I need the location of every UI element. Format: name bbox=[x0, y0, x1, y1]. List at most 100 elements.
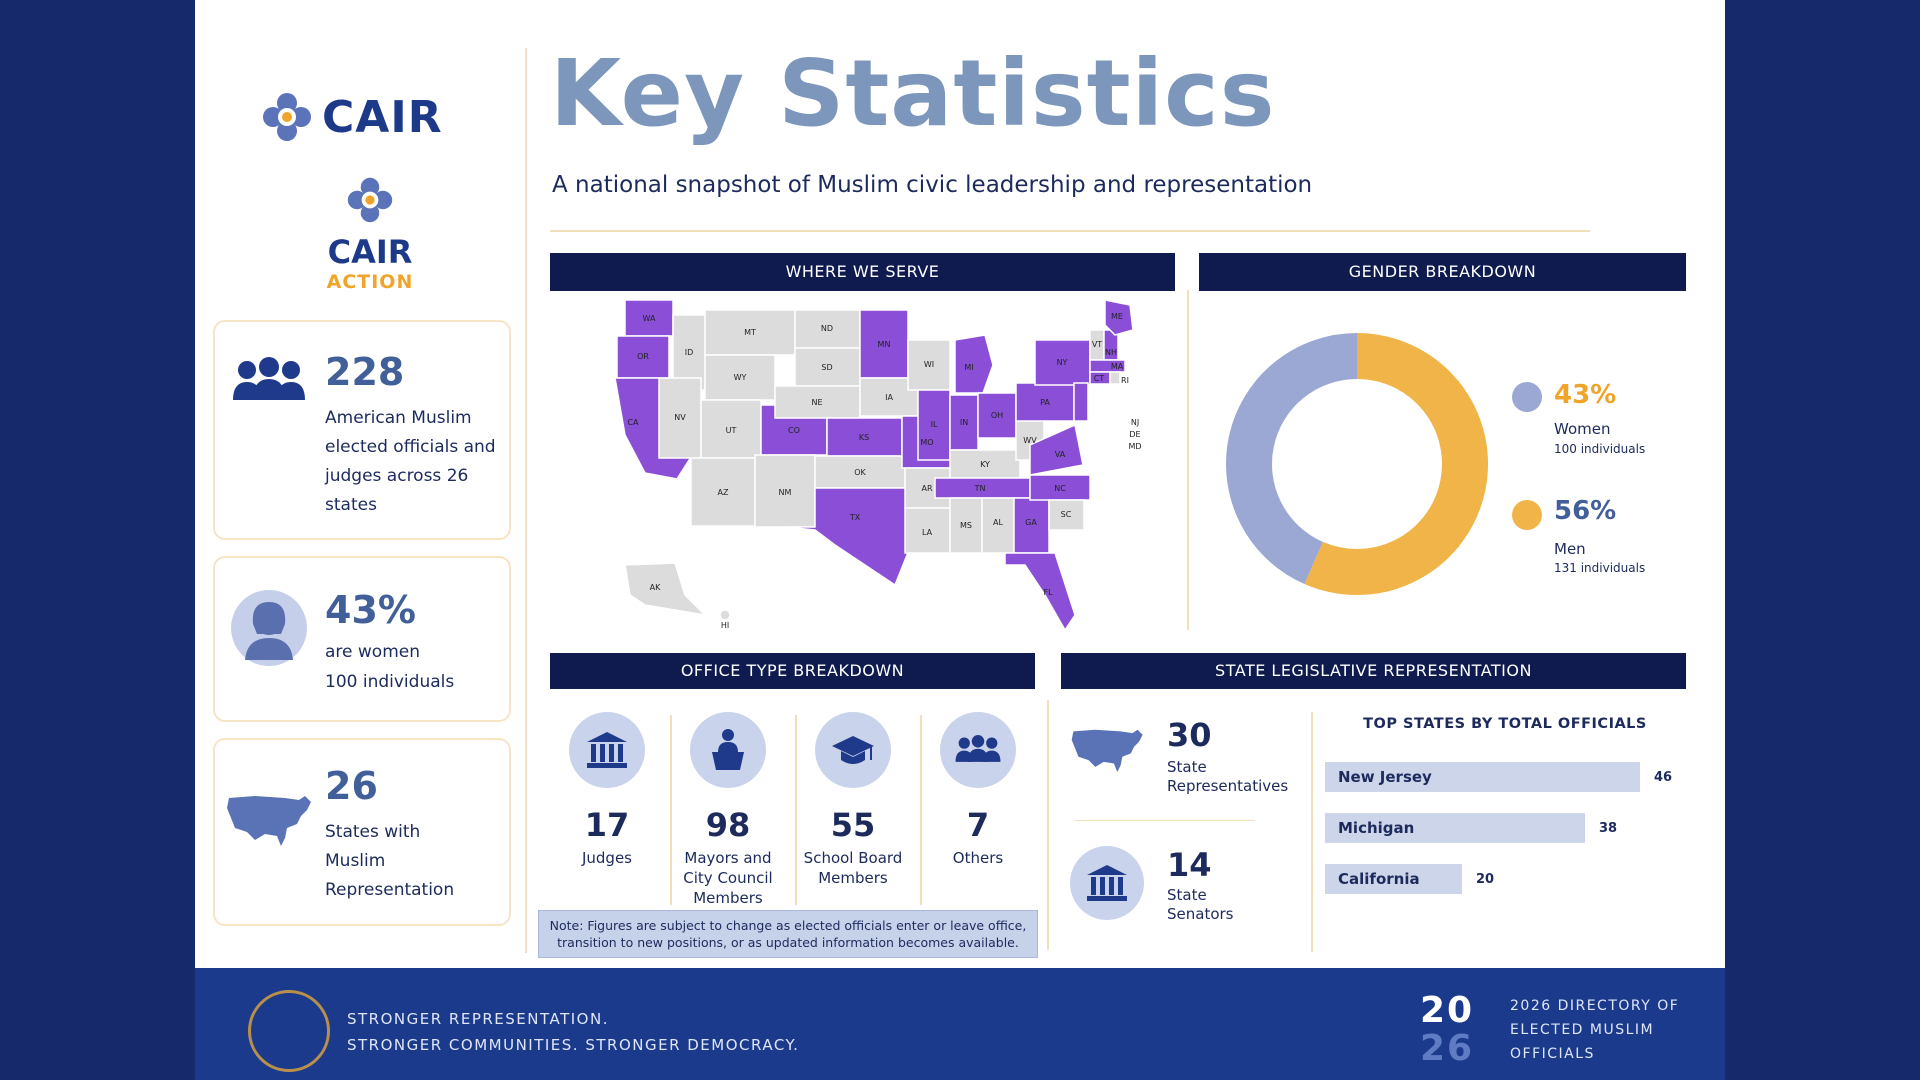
stat-card-women: 43% are women 100 individuals bbox=[213, 556, 511, 722]
map-state-va bbox=[1029, 423, 1084, 476]
office-school-board: 55 School Board Members bbox=[793, 712, 913, 888]
stat-desc-officials: American Muslim elected officials and ju… bbox=[325, 408, 496, 515]
graduation-cap-icon bbox=[815, 712, 891, 788]
footer-tagline-2: STRONGER COMMUNITIES. STRONGER DEMOCRACY… bbox=[347, 1036, 800, 1054]
top-state-bar bbox=[1325, 813, 1585, 843]
map-state-nc bbox=[1029, 474, 1091, 501]
gender-donut-chart bbox=[1226, 333, 1488, 595]
svg-text:DE: DE bbox=[1129, 430, 1140, 439]
svg-text:SD: SD bbox=[821, 363, 832, 372]
svg-text:VT: VT bbox=[1092, 340, 1102, 349]
svg-text:WA: WA bbox=[643, 314, 656, 323]
top-state-name: California bbox=[1338, 870, 1420, 888]
top-state-bar bbox=[1325, 864, 1462, 894]
gender-breakdown-header: GENDER BREAKDOWN bbox=[1199, 253, 1686, 291]
cair-action-top-text: CAIR bbox=[327, 233, 413, 271]
svg-text:NC: NC bbox=[1054, 484, 1066, 493]
cair-action-logo: CAIR ACTION bbox=[305, 175, 435, 293]
svg-text:NE: NE bbox=[811, 398, 822, 407]
leg-top-divider bbox=[1311, 712, 1313, 952]
footer-directory-title: 2026 DIRECTORY OF ELECTED MUSLIM OFFICIA… bbox=[1510, 994, 1679, 1066]
svg-text:AR: AR bbox=[921, 484, 932, 493]
men-legend-dot bbox=[1512, 500, 1542, 530]
map-state-hi bbox=[719, 609, 731, 621]
svg-text:ND: ND bbox=[821, 324, 833, 333]
men-pct: 56% bbox=[1554, 496, 1617, 526]
svg-text:MD: MD bbox=[1128, 442, 1141, 451]
map-state-mi bbox=[954, 334, 994, 394]
office-school-board-label: School Board Members bbox=[803, 849, 903, 887]
svg-text:CO: CO bbox=[788, 426, 800, 435]
office-others: 7 Others bbox=[918, 712, 1038, 868]
office-divider-1 bbox=[670, 715, 672, 905]
stat-desc-states: States with Muslim Representation bbox=[325, 822, 455, 900]
stat-desc-women-line2: 100 individuals bbox=[325, 672, 455, 692]
state-senators-number: 14 bbox=[1167, 846, 1212, 884]
cair-action-emblem-icon bbox=[347, 177, 393, 223]
office-divider-2 bbox=[795, 715, 797, 905]
svg-text:ME: ME bbox=[1111, 312, 1123, 321]
state-senators-label-1: State bbox=[1167, 886, 1207, 904]
leg-divider bbox=[1075, 820, 1255, 821]
women-sub: 100 individuals bbox=[1554, 442, 1646, 456]
map-state-nj bbox=[1073, 382, 1089, 422]
donut-slice-women bbox=[1226, 333, 1358, 584]
svg-text:FL: FL bbox=[1043, 588, 1053, 597]
where-we-serve-header: WHERE WE SERVE bbox=[550, 253, 1175, 291]
svg-text:TX: TX bbox=[849, 513, 861, 522]
svg-text:HI: HI bbox=[721, 621, 729, 630]
svg-text:MI: MI bbox=[964, 363, 973, 372]
footer-year-top: 20 bbox=[1420, 990, 1475, 1031]
svg-text:NH: NH bbox=[1105, 348, 1117, 357]
note-disclaimer: Note: Figures are subject to change as e… bbox=[538, 910, 1038, 958]
map-state-nv bbox=[658, 377, 702, 459]
map-state-or bbox=[616, 335, 670, 379]
footer-directory-line1: 2026 DIRECTORY OF bbox=[1510, 998, 1680, 1014]
svg-text:NY: NY bbox=[1057, 358, 1068, 367]
map-state-ny bbox=[1034, 339, 1091, 386]
cair-emblem-icon bbox=[263, 93, 311, 141]
women-pct: 43% bbox=[1554, 380, 1617, 410]
map-state-ok bbox=[814, 455, 906, 489]
office-school-board-number: 55 bbox=[830, 806, 876, 844]
svg-text:AZ: AZ bbox=[718, 488, 729, 497]
courthouse-icon bbox=[569, 712, 645, 788]
people-group-icon bbox=[233, 357, 305, 400]
office-judges-number: 17 bbox=[584, 806, 630, 844]
svg-text:IL: IL bbox=[931, 420, 938, 429]
svg-text:VA: VA bbox=[1055, 450, 1066, 459]
men-label: Men bbox=[1554, 540, 1586, 558]
svg-text:MO: MO bbox=[920, 438, 933, 447]
woman-avatar-icon bbox=[231, 590, 307, 666]
state-reps-label-2: Representatives bbox=[1167, 777, 1289, 795]
svg-text:CA: CA bbox=[627, 418, 639, 427]
map-state-ak bbox=[624, 562, 708, 617]
svg-text:WV: WV bbox=[1023, 436, 1037, 445]
state-senators-label-2: Senators bbox=[1167, 905, 1234, 923]
cair-logo: CAIR bbox=[260, 90, 443, 144]
page-subtitle: A national snapshot of Muslim civic lead… bbox=[552, 172, 1313, 198]
men-sub: 131 individuals bbox=[1554, 561, 1646, 575]
stat-card-states: 26 States with Muslim Representation bbox=[213, 738, 511, 926]
footer-directory-line2: ELECTED MUSLIM bbox=[1510, 1022, 1655, 1038]
people-group-icon bbox=[940, 712, 1016, 788]
map-state-ks bbox=[826, 417, 903, 457]
office-leg-divider bbox=[1047, 700, 1049, 950]
us-map-icon bbox=[1071, 729, 1143, 772]
cair-logo-text: CAIR bbox=[322, 91, 443, 143]
footer-directory-line3: OFFICIALS bbox=[1510, 1046, 1595, 1062]
svg-text:KY: KY bbox=[980, 460, 990, 469]
state-reps-label-1: State bbox=[1167, 758, 1207, 776]
page-title: Key Statistics bbox=[550, 40, 1276, 147]
courthouse-icon bbox=[1070, 846, 1144, 920]
stat-number-states: 26 bbox=[325, 764, 378, 808]
sidebar-divider bbox=[525, 48, 527, 953]
svg-text:IN: IN bbox=[960, 418, 968, 427]
title-divider bbox=[550, 230, 1590, 232]
svg-text:MT: MT bbox=[744, 328, 756, 337]
map-state-me bbox=[1104, 299, 1134, 336]
svg-text:OR: OR bbox=[637, 352, 649, 361]
footer-circle-emblem bbox=[248, 990, 330, 1072]
svg-text:OH: OH bbox=[991, 411, 1003, 420]
svg-text:LA: LA bbox=[922, 528, 933, 537]
